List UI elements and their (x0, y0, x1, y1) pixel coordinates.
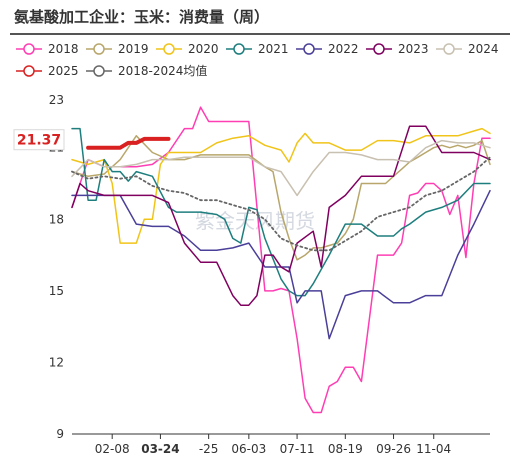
x-tick-label: 06-03 (231, 442, 266, 456)
y-tick-label: 23 (49, 93, 64, 107)
last-value-label: 21.37 (17, 133, 61, 149)
title-divider (10, 33, 510, 35)
legend-marker-2021 (233, 43, 245, 55)
series-line-2019 (71, 135, 491, 261)
legend-marker-2024 (443, 43, 455, 55)
last-value-box (13, 129, 65, 151)
legend-marker-2022 (303, 43, 315, 55)
legend-marker-2018-2024 (93, 65, 105, 77)
legend-marker-2019 (93, 43, 105, 55)
legend-marker-2025 (23, 65, 35, 77)
x-tick-label: -25 (199, 442, 219, 456)
y-tick-label: 9 (56, 427, 64, 441)
series-line-2023 (71, 125, 491, 306)
series-line-2022 (71, 189, 491, 340)
series-line-2021 (71, 127, 491, 297)
legend-marker-2020 (163, 43, 175, 55)
legend-label-2018-2024[interactable]: 2018-2024均值 (118, 63, 207, 78)
x-tick-label: 08-19 (328, 442, 363, 456)
legend-label-2024[interactable]: 2024 (468, 42, 499, 56)
y-tick-label: 15 (49, 284, 64, 298)
legend-label-2025[interactable]: 2025 (48, 64, 79, 78)
x-tick-label: 07-11 (280, 442, 315, 456)
x-tick-label: 03-24 (141, 442, 179, 456)
legend-label-2019[interactable]: 2019 (118, 42, 149, 56)
series-line-2020 (71, 127, 491, 244)
legend-label-2023[interactable]: 2023 (398, 42, 429, 56)
legend-label-2018[interactable]: 2018 (48, 42, 79, 56)
legend-label-2020[interactable]: 2020 (188, 42, 219, 56)
x-tick-label: 11-04 (416, 442, 451, 456)
legend-marker-2018 (23, 43, 35, 55)
series-line-2018-2024 (71, 156, 491, 252)
chart-title: 氨基酸加工企业：玉米：消费量（周） (14, 8, 270, 26)
x-tick-label: 09-26 (376, 442, 411, 456)
y-tick-label: 18 (49, 212, 64, 226)
legend-marker-2023 (373, 43, 385, 55)
legend-label-2021[interactable]: 2021 (258, 42, 289, 56)
legend-label-2022[interactable]: 2022 (328, 42, 359, 56)
series-line-2018 (71, 106, 491, 414)
series-line-2024 (71, 139, 491, 197)
x-tick-label: 02-08 (95, 442, 130, 456)
y-tick-label: 12 (49, 355, 64, 369)
series-line-2025 (86, 136, 171, 150)
